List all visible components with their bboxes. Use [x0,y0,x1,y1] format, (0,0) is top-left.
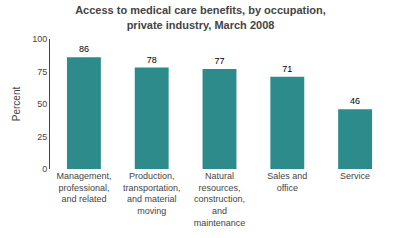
svg-text:Naturalresources,construction,: Naturalresources,construction,andmainten… [194,171,246,228]
svg-text:75: 75 [37,67,47,77]
svg-text:Production,transportation,and: Production,transportation,and materialmo… [123,171,181,216]
svg-text:Access to medical care benefit: Access to medical care benefits, by occu… [75,4,326,30]
svg-text:71: 71 [282,64,292,74]
svg-text:78: 78 [147,55,157,65]
svg-text:46: 46 [350,96,360,106]
svg-text:0: 0 [42,164,47,174]
svg-text:25: 25 [37,132,47,142]
svg-text:Management,professional,and re: Management,professional,and related [56,171,111,204]
svg-text:Service: Service [340,171,370,181]
svg-text:77: 77 [214,56,224,66]
svg-text:Sales andoffice: Sales andoffice [267,171,307,193]
svg-text:Percent: Percent [11,87,22,122]
svg-text:86: 86 [79,44,89,54]
svg-text:100: 100 [32,34,47,44]
svg-text:50: 50 [37,99,47,109]
